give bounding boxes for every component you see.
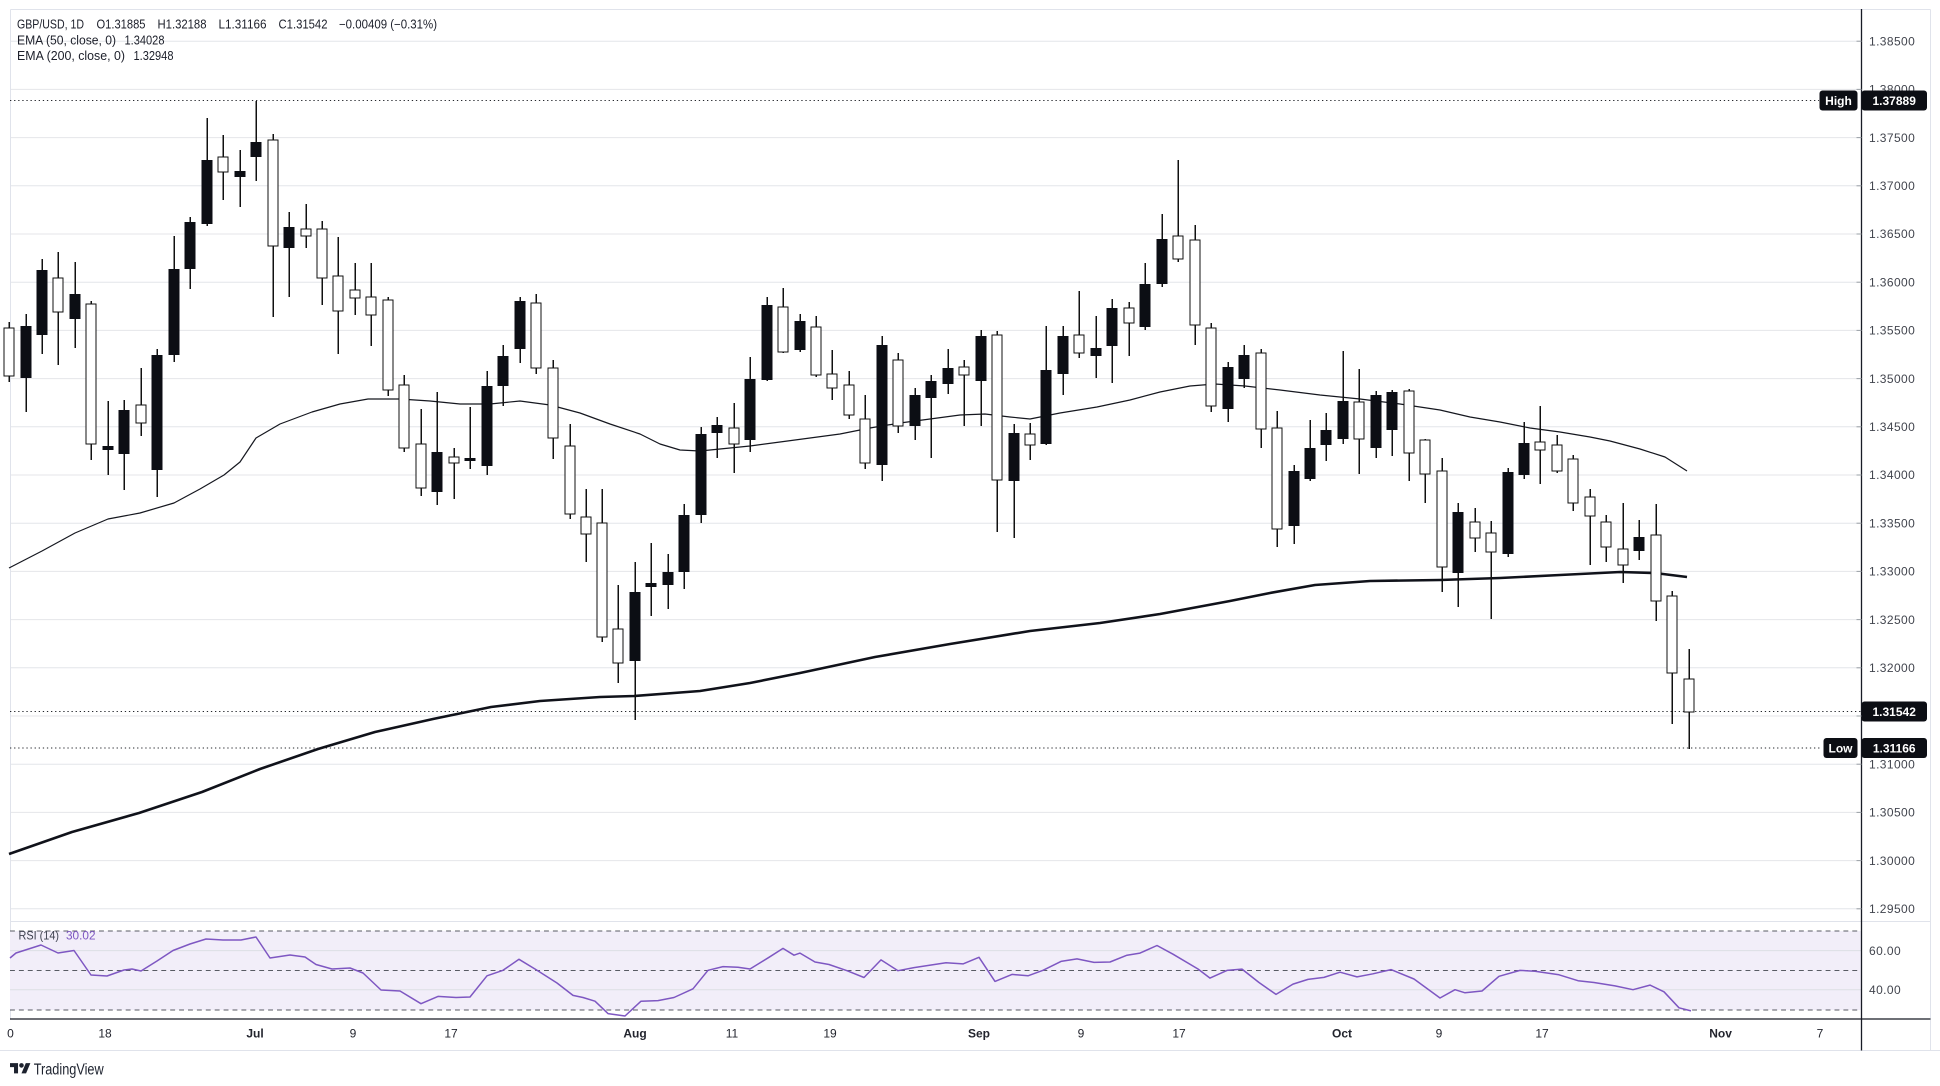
svg-text:11: 11 (726, 1027, 739, 1041)
svg-text:17: 17 (1172, 1027, 1186, 1041)
svg-text:−0.00409 (−0.31%): −0.00409 (−0.31%) (339, 18, 437, 32)
svg-text:7: 7 (1817, 1027, 1824, 1041)
svg-text:EMA (200, close, 0): EMA (200, close, 0) (17, 49, 125, 63)
svg-text:1.34500: 1.34500 (1869, 420, 1915, 434)
svg-text:1.33000: 1.33000 (1869, 565, 1915, 579)
svg-text:1.34000: 1.34000 (1869, 468, 1915, 482)
svg-text:RSI (14): RSI (14) (19, 928, 60, 942)
svg-text:1.32000: 1.32000 (1869, 661, 1915, 675)
svg-text:L1.31166: L1.31166 (219, 18, 267, 32)
svg-text:0: 0 (7, 1027, 14, 1041)
svg-text:19: 19 (823, 1027, 837, 1041)
svg-text:30.02: 30.02 (66, 928, 96, 942)
svg-text:1.30500: 1.30500 (1869, 806, 1915, 820)
svg-text:9: 9 (1078, 1027, 1085, 1041)
svg-text:TradingView: TradingView (34, 1061, 105, 1078)
svg-text:EMA (50, close, 0): EMA (50, close, 0) (17, 33, 116, 47)
svg-text:H1.32188: H1.32188 (158, 18, 207, 32)
svg-text:9: 9 (350, 1027, 357, 1041)
svg-text:1.30000: 1.30000 (1869, 854, 1915, 868)
svg-text:1.37500: 1.37500 (1869, 131, 1915, 145)
svg-text:1.32948: 1.32948 (134, 49, 174, 63)
svg-text:1.33500: 1.33500 (1869, 516, 1915, 530)
svg-text:1.35000: 1.35000 (1869, 372, 1915, 386)
svg-text:1.37889: 1.37889 (1873, 94, 1917, 108)
svg-text:C1.31542: C1.31542 (279, 18, 328, 32)
svg-text:1.37000: 1.37000 (1869, 179, 1915, 193)
svg-text:Oct: Oct (1332, 1027, 1352, 1041)
svg-text:High: High (1825, 94, 1852, 108)
svg-text:1.32500: 1.32500 (1869, 613, 1915, 627)
svg-text:1.36500: 1.36500 (1869, 227, 1915, 241)
svg-text:1.31000: 1.31000 (1869, 757, 1915, 771)
svg-text:9: 9 (1436, 1027, 1443, 1041)
svg-text:1.31166: 1.31166 (1873, 741, 1916, 755)
svg-text:1.38500: 1.38500 (1869, 34, 1915, 48)
svg-text:1.36000: 1.36000 (1869, 275, 1915, 289)
svg-text:GBP/USD, 1D: GBP/USD, 1D (17, 18, 84, 32)
svg-text:40.00: 40.00 (1869, 983, 1901, 997)
svg-text:O1.31885: O1.31885 (97, 18, 146, 32)
svg-text:Nov: Nov (1709, 1027, 1732, 1041)
svg-text:1.35500: 1.35500 (1869, 324, 1915, 338)
svg-text:60.00: 60.00 (1869, 944, 1901, 958)
svg-text:1.29500: 1.29500 (1869, 902, 1915, 916)
svg-text:1.31542: 1.31542 (1873, 705, 1917, 719)
svg-text:1.34028: 1.34028 (125, 33, 165, 47)
svg-text:18: 18 (98, 1027, 112, 1041)
svg-text:17: 17 (1535, 1027, 1549, 1041)
svg-text:Jul: Jul (246, 1027, 263, 1041)
svg-text:17: 17 (444, 1027, 458, 1041)
svg-text:Aug: Aug (623, 1027, 646, 1041)
svg-text:Low: Low (1829, 741, 1854, 755)
svg-text:Sep: Sep (968, 1027, 990, 1041)
